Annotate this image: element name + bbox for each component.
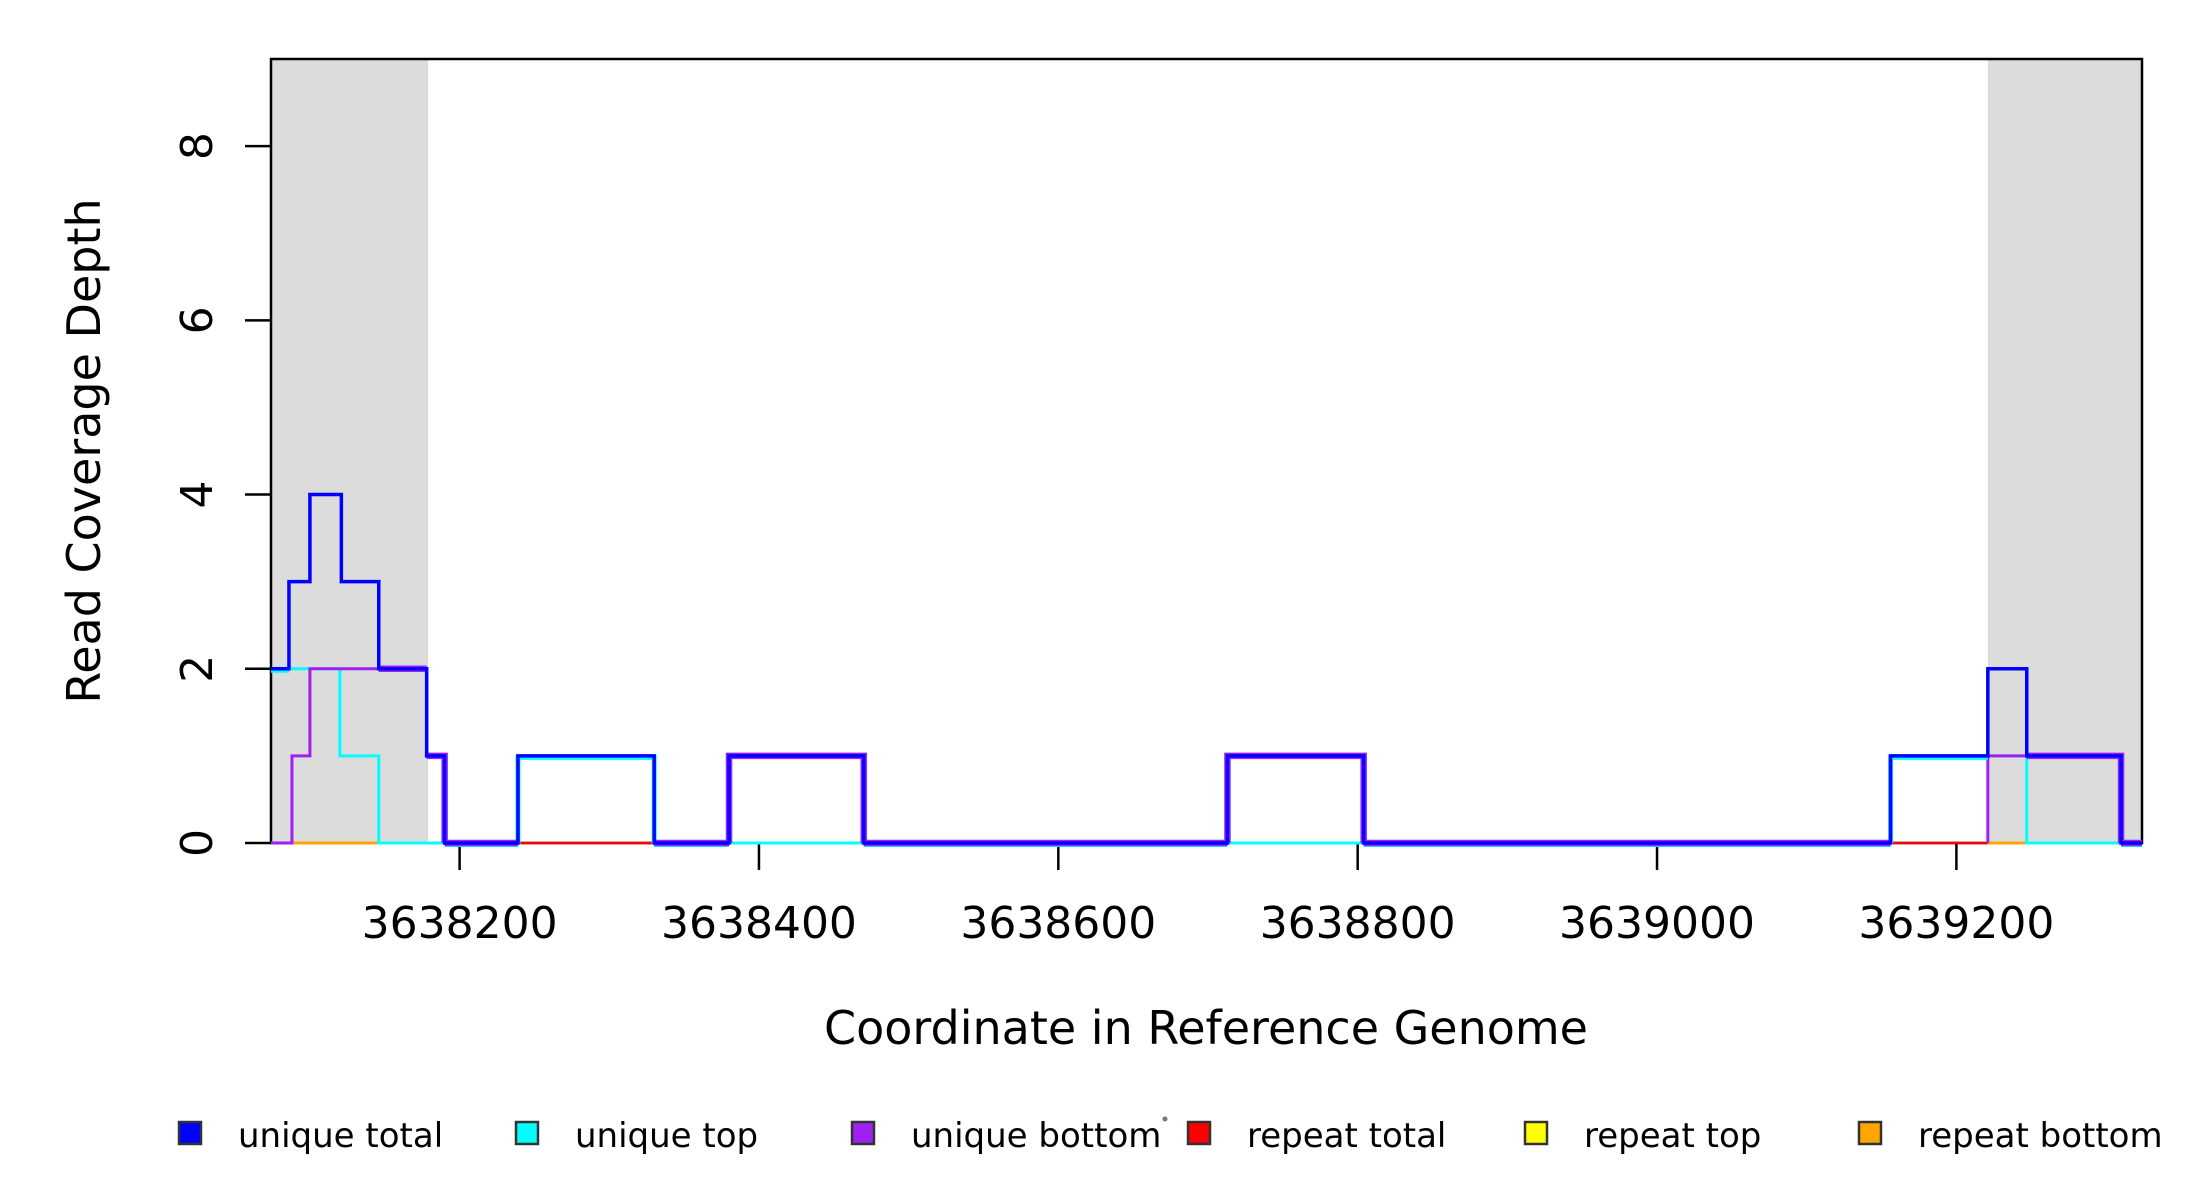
x-tick-label: 3638400 [661, 898, 857, 949]
legend-label-repeat-total: repeat total [1247, 1116, 1446, 1156]
x-tick-label: 3639200 [1858, 898, 2054, 949]
y-axis-title: Read Coverage Depth [57, 198, 111, 703]
legend-swatch-unique-total [177, 1120, 203, 1146]
legend-item-repeat-bottom: repeat bottom [1857, 1116, 2163, 1156]
x-axis-title: Coordinate in Reference Genome [824, 1001, 1588, 1055]
x-tick-label: 3638800 [1260, 898, 1456, 949]
legend-artifact-dot [1162, 1116, 1168, 1122]
legend-label-unique-bottom: unique bottom [911, 1116, 1161, 1156]
legend-item-unique-total: unique total [177, 1116, 443, 1156]
legend-swatch-unique-bottom [850, 1120, 876, 1146]
legend-label-unique-top: unique top [575, 1116, 758, 1156]
legend-swatch-repeat-top [1523, 1120, 1549, 1146]
y-tick-label: 8 [172, 132, 223, 160]
legend-item-repeat-total: repeat total [1186, 1116, 1446, 1156]
legend-label-unique-total: unique total [238, 1116, 443, 1156]
y-tick-label: 0 [172, 829, 223, 857]
legend-item-unique-top: unique top [514, 1116, 758, 1156]
y-tick-label: 2 [172, 655, 223, 683]
x-tick-label: 3638200 [362, 898, 558, 949]
y-tick-label: 6 [172, 306, 223, 334]
legend-label-repeat-top: repeat top [1584, 1116, 1761, 1156]
x-tick-label: 3639000 [1559, 898, 1755, 949]
x-axis: 3638200 3638400 3638600 3638800 3639000 36392… [362, 843, 2054, 949]
legend-label-repeat-bottom: repeat bottom [1918, 1116, 2163, 1156]
legend-item-repeat-top: repeat top [1523, 1116, 1761, 1156]
x-tick-label: 3638600 [960, 898, 1156, 949]
y-axis: 0 2 4 6 8 [172, 132, 271, 857]
highlight-band [1987, 59, 2142, 843]
legend: unique total unique top unique bottom repea… [177, 1116, 2163, 1156]
legend-swatch-repeat-bottom [1857, 1120, 1883, 1146]
legend-item-unique-bottom: unique bottom [850, 1116, 1161, 1156]
legend-swatch-repeat-total [1186, 1120, 1212, 1146]
plot-border [269, 57, 2144, 845]
highlight-band [271, 59, 429, 843]
series-line-unique-total [271, 492, 2142, 845]
legend-swatch-unique-top [514, 1120, 540, 1146]
y-tick-label: 4 [172, 481, 223, 509]
